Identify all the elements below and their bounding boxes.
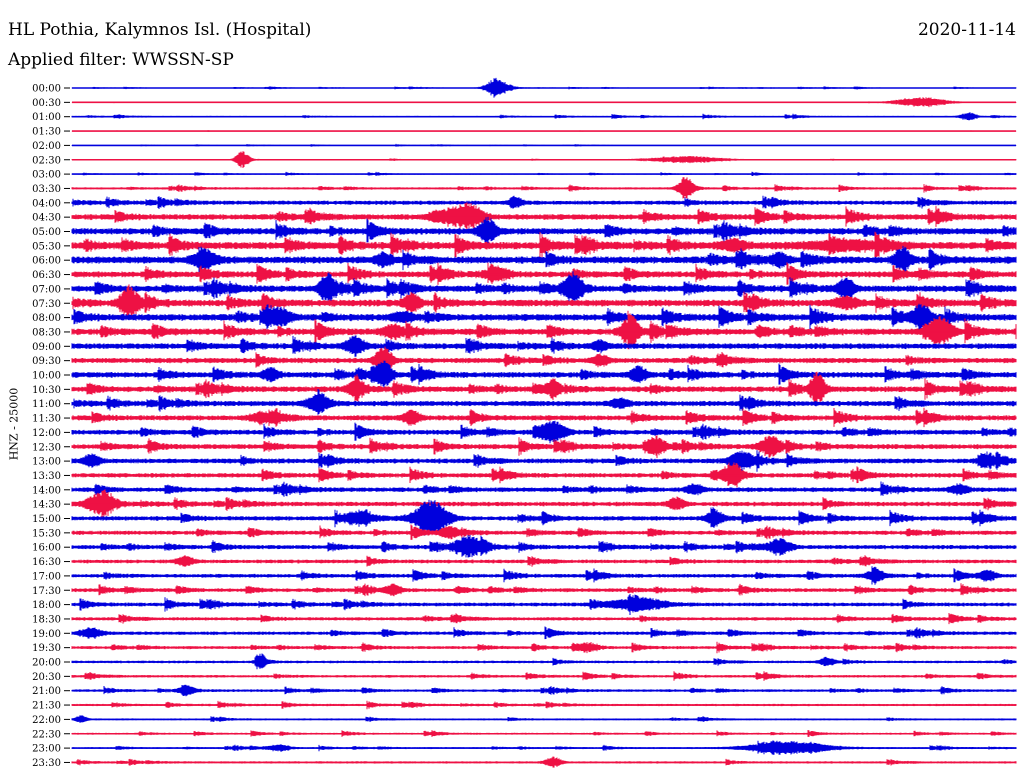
trace-label: 06:00 [32, 256, 61, 267]
trace-label: 03:00 [32, 170, 61, 181]
trace-label: 02:00 [32, 141, 61, 152]
trace-label: 21:30 [32, 701, 61, 712]
trace-label: 13:30 [32, 471, 61, 482]
trace-label: 09:30 [32, 356, 61, 367]
trace-label: 08:30 [32, 327, 61, 338]
trace-label: 16:30 [32, 557, 61, 568]
station-title: HL Pothia, Kalymnos Isl. (Hospital) [8, 20, 312, 40]
seismic-trace [71, 535, 1017, 558]
trace-label: 22:30 [32, 729, 61, 740]
trace-label: 18:30 [32, 614, 61, 625]
trace-label: 12:30 [32, 442, 61, 453]
trace-label: 18:00 [32, 600, 61, 611]
trace-label: 00:30 [32, 98, 61, 109]
trace-label: 02:30 [32, 155, 61, 166]
filter-label: Applied filter: WWSSN-SP [8, 50, 234, 70]
trace-label: 14:00 [32, 485, 61, 496]
trace-label: 23:00 [32, 744, 61, 755]
trace-label: 20:00 [32, 658, 61, 669]
trace-label: 10:00 [32, 371, 61, 382]
trace-label: 07:30 [32, 299, 61, 310]
trace-label: 20:30 [32, 672, 61, 683]
trace-label: 04:00 [32, 198, 61, 209]
trace-label: 12:00 [32, 428, 61, 439]
trace-label: 19:30 [32, 643, 61, 654]
trace-label: 01:30 [32, 127, 61, 138]
trace-label: 16:00 [32, 543, 61, 554]
trace-label: 22:00 [32, 715, 61, 726]
trace-label: 06:30 [32, 270, 61, 281]
trace-label: 15:00 [32, 514, 61, 525]
trace-label: 23:30 [32, 758, 61, 769]
trace-label: 19:00 [32, 629, 61, 640]
trace-label: 13:00 [32, 457, 61, 468]
trace-label: 11:30 [32, 414, 61, 425]
trace-label: 07:00 [32, 284, 61, 295]
trace-label: 14:30 [32, 500, 61, 511]
trace-label: 08:00 [32, 313, 61, 324]
trace-label: 17:00 [32, 571, 61, 582]
trace-label: 17:30 [32, 586, 61, 597]
trace-label: 21:00 [32, 686, 61, 697]
trace-label: 10:30 [32, 385, 61, 396]
trace-label: 05:30 [32, 241, 61, 252]
trace-label: 04:30 [32, 213, 61, 224]
trace-label: 00:00 [32, 84, 61, 95]
trace-label: 03:30 [32, 184, 61, 195]
trace-label: 15:30 [32, 528, 61, 539]
trace-label: 11:00 [32, 399, 61, 410]
date-label: 2020-11-14 [917, 20, 1016, 40]
trace-label: 01:00 [32, 112, 61, 123]
trace-label: 05:00 [32, 227, 61, 238]
trace-label: 09:00 [32, 342, 61, 353]
